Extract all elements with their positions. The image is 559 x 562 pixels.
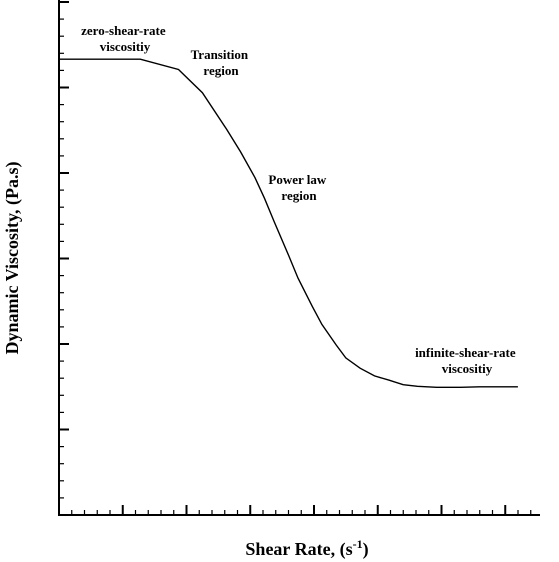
annotation-zero-shear-rate: zero-shear-rate viscositiy: [81, 23, 169, 54]
ticks: [58, 1, 532, 516]
annotation-transition-region: Transition region: [191, 47, 252, 78]
annotation-power-law-region: Power law region: [268, 172, 329, 203]
annotation-zero-shear-rate-line1: zero-shear-rate: [81, 23, 166, 38]
annotation-infinite-shear-rate-line2: viscositiy: [442, 361, 493, 376]
annotation-infinite-shear-rate: infinite-shear-rate viscositiy: [415, 345, 519, 376]
viscosity-curve: [59, 58, 518, 388]
annotation-infinite-shear-rate-line1: infinite-shear-rate: [415, 345, 516, 360]
x-axis-title-main: Shear Rate, (s: [245, 539, 352, 560]
annotation-transition-line2: region: [203, 63, 239, 78]
annotation-power-law-line2: region: [281, 188, 317, 203]
annotation-zero-shear-rate-line2: viscositiy: [100, 39, 151, 54]
x-axis-title-superscript: -1: [353, 537, 363, 551]
x-axis-title: Shear Rate, (s-1): [245, 537, 368, 560]
axes: [58, 0, 540, 516]
annotation-power-law-line1: Power law: [268, 172, 326, 187]
x-axis-title-close: ): [363, 539, 369, 560]
y-axis-title: Dynamic Viscosity, (Pa.s): [2, 162, 23, 355]
annotation-transition-line1: Transition: [191, 47, 249, 62]
